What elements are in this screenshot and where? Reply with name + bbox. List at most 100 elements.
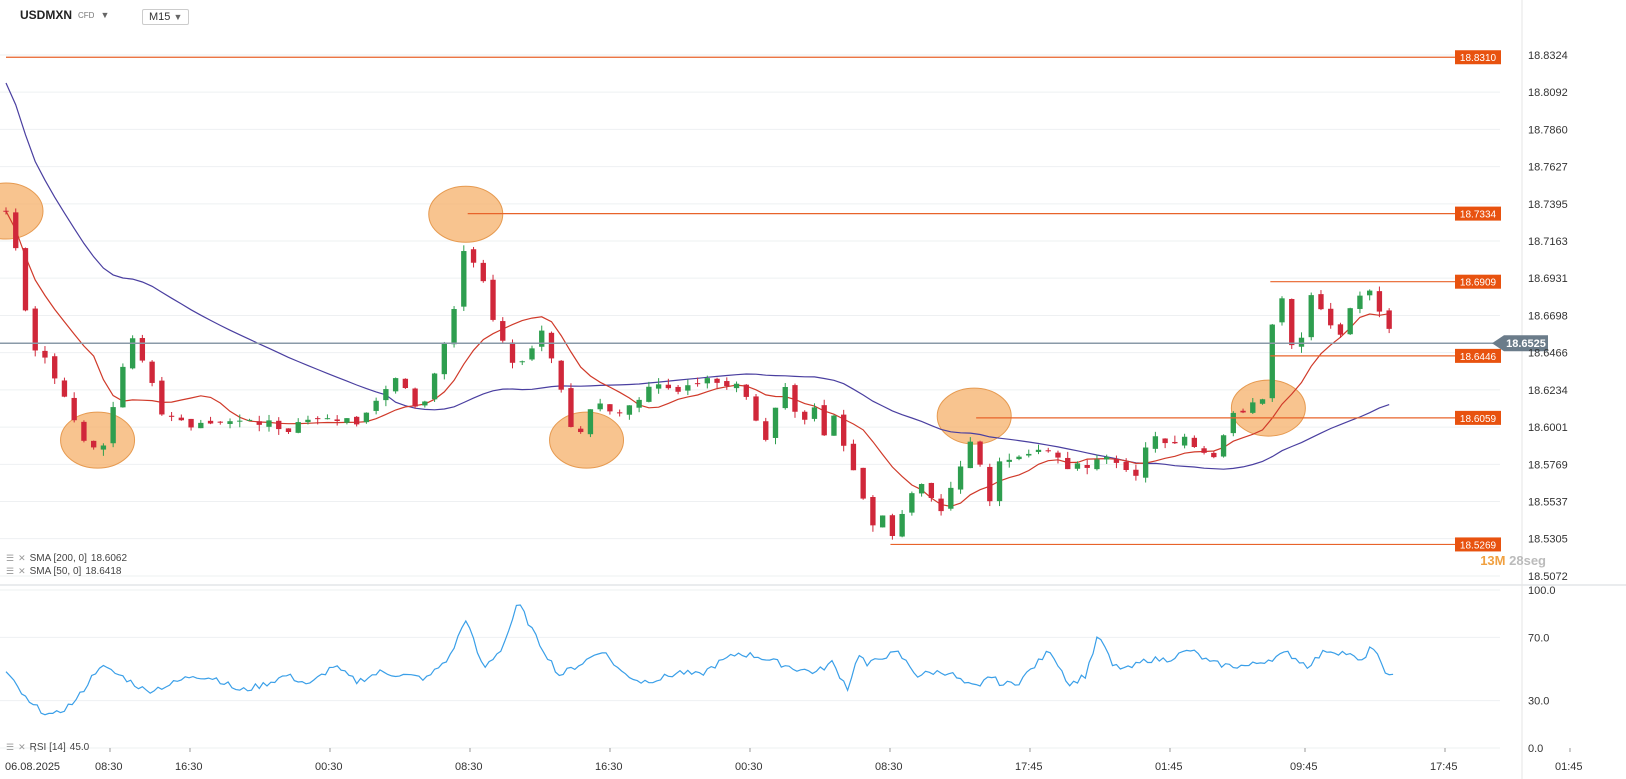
candle bbox=[1191, 435, 1198, 448]
timeframe-select[interactable]: M15 ▼ bbox=[142, 9, 190, 25]
candle bbox=[558, 360, 564, 393]
candle bbox=[315, 416, 321, 425]
candle bbox=[948, 481, 954, 511]
highlight-circle bbox=[428, 185, 504, 243]
candle bbox=[529, 345, 535, 361]
candle bbox=[149, 360, 155, 387]
candle bbox=[899, 510, 905, 538]
candle bbox=[1337, 322, 1344, 338]
candle bbox=[772, 407, 779, 445]
candle bbox=[665, 378, 672, 390]
legend-rsi-label: RSI [14] bbox=[29, 742, 66, 753]
chevron-down-icon[interactable]: ▼ bbox=[100, 10, 110, 20]
candle bbox=[490, 274, 496, 322]
candle bbox=[879, 515, 886, 528]
price-axis-tick: 18.5305 bbox=[1528, 534, 1568, 546]
rsi-axis-tick: 30.0 bbox=[1528, 696, 1549, 708]
candle bbox=[159, 376, 165, 416]
x-axis-tick: 06.08.2025 bbox=[5, 761, 60, 773]
candle bbox=[256, 415, 262, 432]
legend-sma50[interactable]: ☰ ✕ SMA [50, 0] 18.6418 bbox=[6, 566, 121, 577]
candle bbox=[841, 409, 847, 452]
candle bbox=[217, 421, 223, 425]
candle bbox=[792, 383, 798, 418]
x-axis-tick: 16:30 bbox=[595, 761, 623, 773]
highlight-circle bbox=[60, 411, 136, 469]
sma50-line bbox=[5, 210, 1390, 508]
candle bbox=[597, 398, 603, 412]
candle bbox=[1162, 438, 1168, 449]
candle bbox=[324, 414, 331, 420]
close-icon[interactable]: ✕ bbox=[18, 553, 26, 563]
level-label: 18.6059 bbox=[1460, 414, 1497, 425]
candle bbox=[237, 414, 243, 428]
candle bbox=[694, 377, 701, 387]
candle bbox=[100, 443, 107, 456]
candle bbox=[636, 397, 642, 413]
candle bbox=[821, 399, 827, 436]
price-axis-tick: 18.6931 bbox=[1528, 273, 1568, 285]
candle bbox=[1035, 444, 1042, 455]
candle bbox=[909, 491, 915, 516]
candle bbox=[22, 247, 29, 312]
highlight-circle bbox=[0, 182, 44, 240]
highlight-circle bbox=[549, 411, 625, 469]
countdown-seconds: 28 bbox=[1509, 553, 1524, 568]
candle-countdown: 13M 28seg bbox=[1480, 553, 1546, 568]
symbol-name[interactable]: USDMXN bbox=[20, 8, 73, 22]
candle bbox=[578, 426, 584, 434]
candle bbox=[977, 440, 983, 467]
settings-icon[interactable]: ☰ bbox=[6, 566, 15, 576]
candle bbox=[850, 439, 857, 471]
level-label: 18.8310 bbox=[1460, 53, 1497, 64]
close-icon[interactable]: ✕ bbox=[18, 742, 26, 752]
candle bbox=[1201, 445, 1207, 455]
candle bbox=[548, 331, 555, 364]
candle bbox=[967, 437, 973, 469]
legend-sma200-value: 18.6062 bbox=[90, 553, 128, 564]
candle bbox=[539, 325, 545, 352]
instrument-type: CFD bbox=[78, 10, 95, 20]
x-axis-tick: 01:45 bbox=[1155, 761, 1183, 773]
candle bbox=[802, 410, 808, 425]
candle bbox=[1113, 455, 1120, 469]
settings-icon[interactable]: ☰ bbox=[6, 742, 15, 752]
level-label-bg bbox=[1455, 410, 1501, 425]
price-axis-tick: 18.7860 bbox=[1528, 124, 1568, 136]
candle bbox=[1026, 449, 1032, 458]
legend-rsi[interactable]: ☰ ✕ RSI [14] 45.0 bbox=[6, 742, 89, 753]
candle bbox=[704, 375, 710, 389]
symbol-header[interactable]: USDMXN CFD ▼ bbox=[20, 8, 109, 22]
settings-icon[interactable]: ☰ bbox=[6, 553, 15, 563]
candle bbox=[363, 412, 370, 424]
legend-sma200-label: SMA [200, 0] bbox=[29, 553, 87, 564]
candle bbox=[1308, 292, 1314, 341]
candle bbox=[938, 494, 944, 516]
candle bbox=[42, 346, 48, 364]
candle bbox=[441, 341, 447, 380]
candle bbox=[889, 513, 896, 540]
close-icon[interactable]: ✕ bbox=[18, 566, 26, 576]
candle bbox=[1016, 455, 1022, 461]
candle bbox=[616, 409, 623, 417]
x-axis-tick: 16:30 bbox=[175, 761, 203, 773]
candle bbox=[860, 467, 866, 500]
candle bbox=[1269, 323, 1275, 402]
highlight-circle bbox=[936, 387, 1012, 445]
candle bbox=[1250, 397, 1256, 414]
candle bbox=[996, 457, 1003, 507]
candle bbox=[451, 306, 457, 348]
price-axis-tick: 18.6466 bbox=[1528, 348, 1568, 360]
candle bbox=[733, 381, 740, 393]
candle bbox=[178, 414, 185, 421]
level-label-bg bbox=[1455, 50, 1501, 65]
candle bbox=[646, 381, 652, 403]
price-axis-tick: 18.7395 bbox=[1528, 199, 1568, 211]
legend-sma200[interactable]: ☰ ✕ SMA [200, 0] 18.6062 bbox=[6, 553, 127, 564]
candle bbox=[763, 417, 769, 442]
candle bbox=[431, 372, 438, 402]
x-axis-tick: 08:30 bbox=[455, 761, 483, 773]
candle bbox=[3, 207, 9, 215]
candle bbox=[957, 460, 964, 494]
